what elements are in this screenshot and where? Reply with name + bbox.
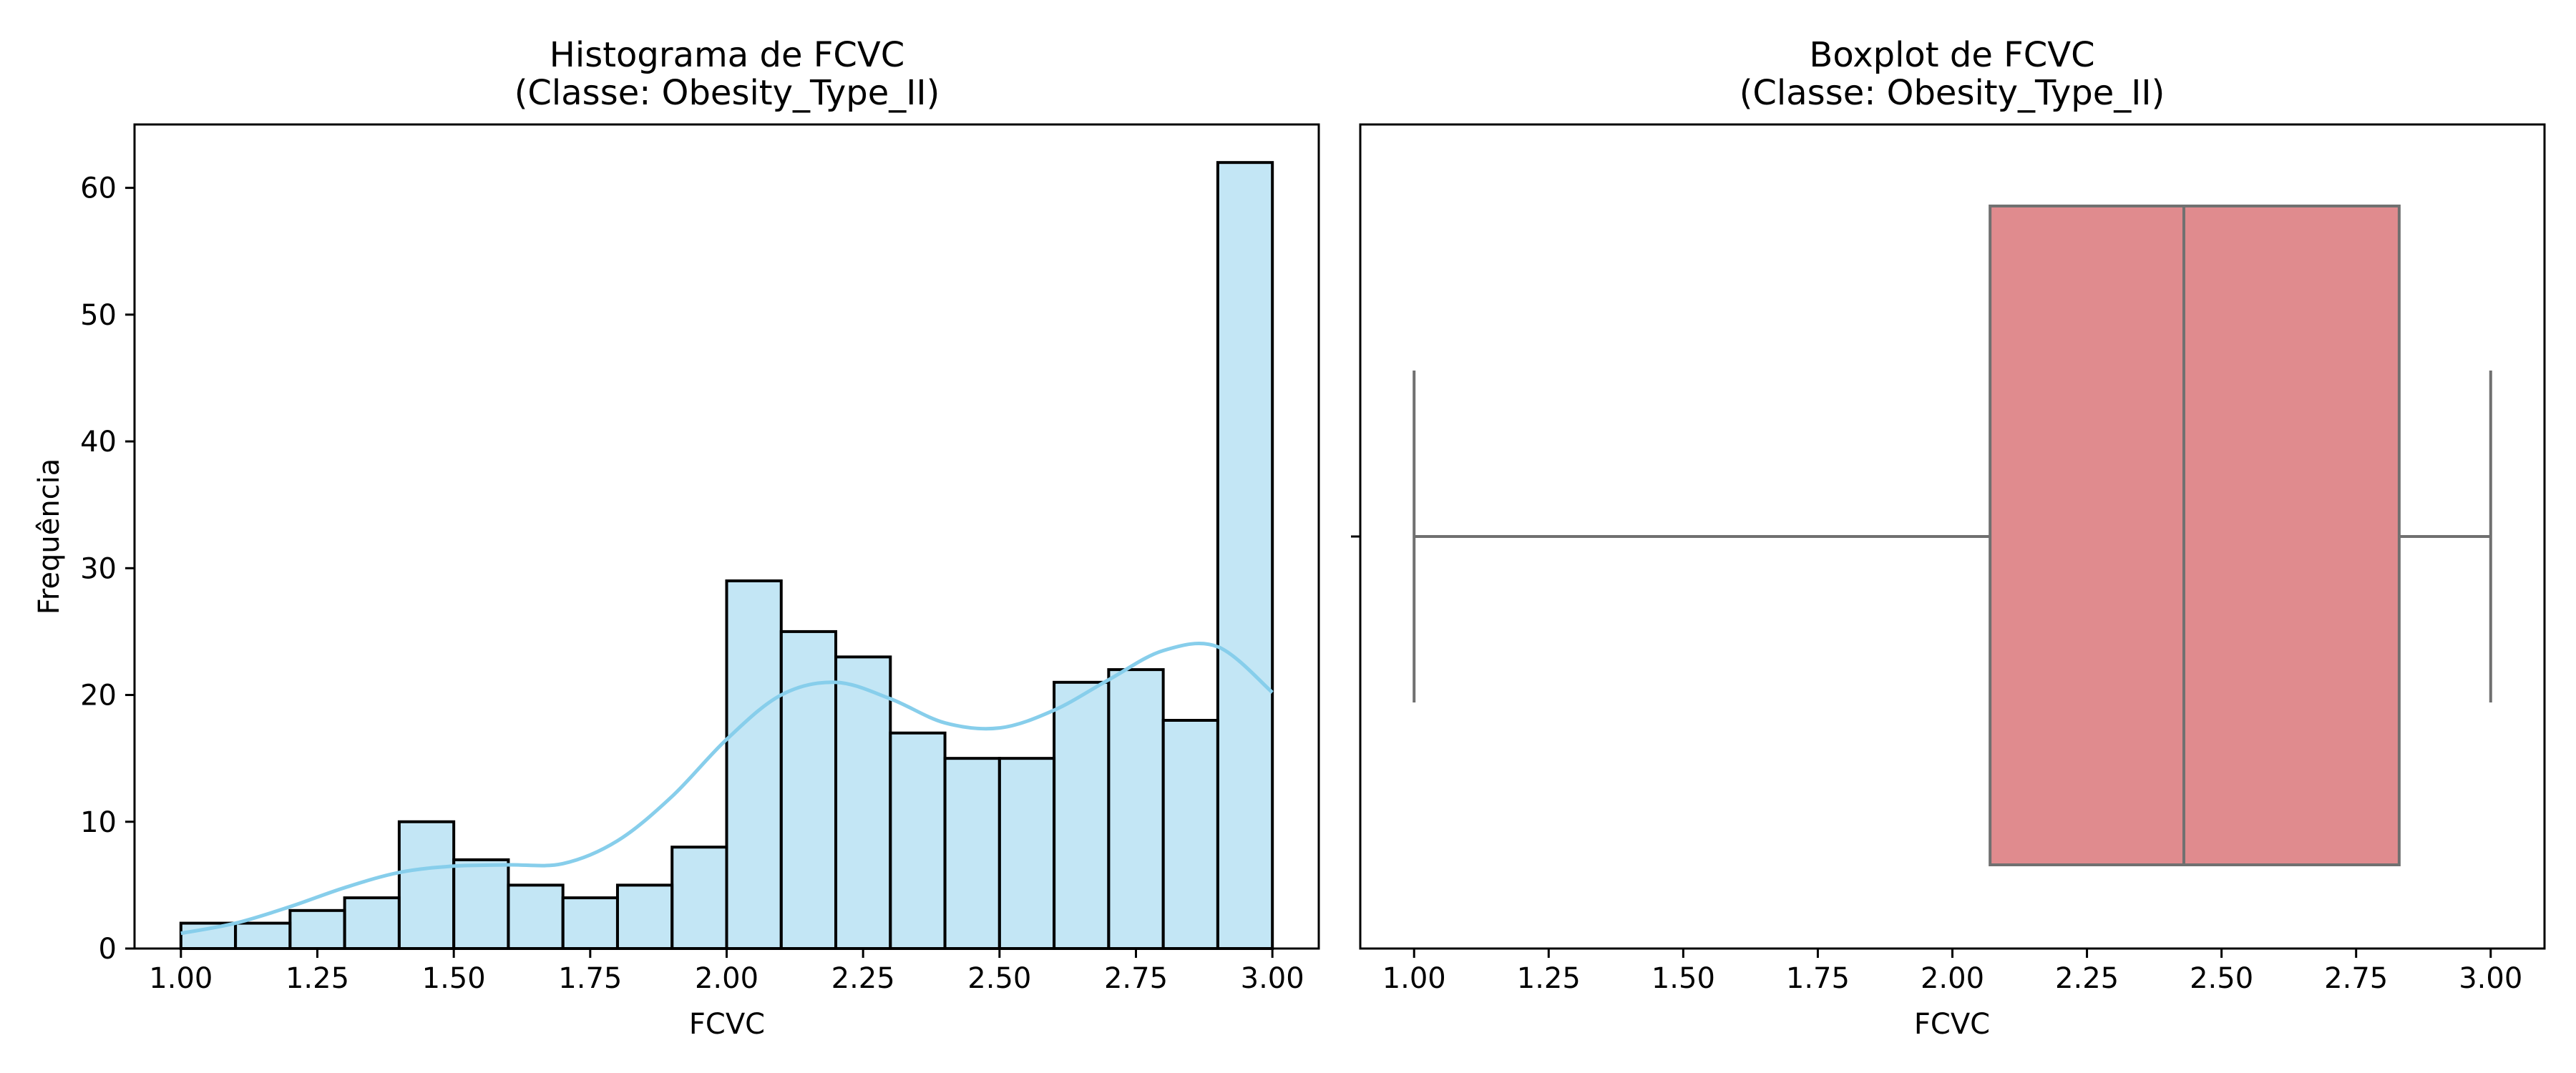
histogram-bar bbox=[397, 820, 456, 951]
boxplot-x-tick-label: 2.50 bbox=[2190, 962, 2253, 995]
boxplot-x-tick-label: 1.25 bbox=[1517, 962, 1581, 995]
histogram-x-tick-label: 1.75 bbox=[558, 962, 622, 995]
histogram-bar bbox=[1053, 680, 1111, 950]
histogram-x-tick-label: 2.00 bbox=[695, 962, 758, 995]
histogram-bar bbox=[779, 629, 838, 951]
histogram-y-tick-label: 20 bbox=[80, 680, 117, 712]
histogram-y-tick-label: 40 bbox=[80, 426, 117, 459]
histogram-x-tick-label: 2.50 bbox=[967, 962, 1031, 995]
histogram-bar bbox=[997, 757, 1056, 950]
histogram-bar bbox=[615, 883, 674, 951]
histogram-bar bbox=[234, 921, 292, 950]
histogram-bar bbox=[507, 883, 565, 951]
histogram-bar bbox=[834, 655, 892, 950]
boxplot-title-line1: Boxplot de FCVC bbox=[1809, 35, 2094, 75]
boxplot-x-tick-label: 2.25 bbox=[2055, 962, 2119, 995]
histogram-title-line2: (Classe: Obesity_Type_II) bbox=[514, 73, 940, 113]
histogram-x-tick-label: 1.50 bbox=[422, 962, 486, 995]
histogram-bars bbox=[179, 161, 1274, 951]
boxplot-x-tick-label: 2.75 bbox=[2324, 962, 2388, 995]
histogram-bar bbox=[561, 896, 619, 950]
histogram-bar bbox=[725, 579, 783, 950]
histogram-x-tick-label: 2.25 bbox=[831, 962, 895, 995]
histogram-bar bbox=[1216, 161, 1274, 951]
histogram-x-tick-label: 1.25 bbox=[286, 962, 349, 995]
histogram-y-tick-label: 30 bbox=[80, 552, 117, 585]
histogram-bar bbox=[1161, 718, 1219, 950]
histogram-x-tick-label: 2.75 bbox=[1104, 962, 1168, 995]
boxplot-x-ticks: 1.00 1.25 1.50 1.75 2.00 2.25 2.50 2.75 3.00 bbox=[1382, 949, 2522, 995]
histogram-chart: Histograma de FCVC (Classe: Obesity_Type… bbox=[33, 35, 1320, 1041]
boxplot-x-axis-label: FCVC bbox=[1914, 1008, 1990, 1041]
boxplot-x-tick-label: 1.00 bbox=[1382, 962, 1446, 995]
histogram-bar bbox=[889, 731, 947, 950]
histogram-y-tick-label: 0 bbox=[99, 933, 117, 966]
histogram-bar bbox=[1107, 668, 1165, 950]
boxplot-x-tick-label: 2.00 bbox=[1921, 962, 1984, 995]
histogram-y-tick-label: 10 bbox=[80, 806, 117, 839]
histogram-x-tick-label: 3.00 bbox=[1241, 962, 1304, 995]
histogram-bar bbox=[343, 896, 401, 950]
histogram-bar bbox=[452, 858, 510, 951]
histogram-x-ticks: 1.00 1.25 1.50 1.75 2.00 2.25 2.50 2.75 3.00 bbox=[149, 949, 1304, 995]
histogram-y-tick-label: 60 bbox=[80, 172, 117, 205]
histogram-x-tick-label: 1.00 bbox=[149, 962, 213, 995]
histogram-y-tick-label: 50 bbox=[80, 299, 117, 332]
histogram-bar bbox=[943, 757, 1001, 950]
histogram-y-axis-label: Frequência bbox=[33, 459, 66, 615]
boxplot-title-line2: (Classe: Obesity_Type_II) bbox=[1740, 73, 2165, 113]
boxplot-x-tick-label: 3.00 bbox=[2459, 962, 2522, 995]
boxplot-box bbox=[1989, 205, 2401, 866]
histogram-x-axis-label: FCVC bbox=[689, 1008, 765, 1041]
boxplot-x-tick-label: 1.75 bbox=[1786, 962, 1850, 995]
histogram-bar bbox=[288, 908, 346, 951]
kde-curve bbox=[180, 642, 1274, 936]
boxplot-x-tick-label: 1.50 bbox=[1652, 962, 1715, 995]
histogram-title-line1: Histograma de FCVC bbox=[550, 35, 904, 75]
boxplot-marks bbox=[1413, 205, 2492, 866]
histogram-y-ticks: 0 10 20 30 40 50 60 bbox=[80, 172, 135, 966]
boxplot-chart: Boxplot de FCVC (Classe: Obesity_Type_II… bbox=[1351, 35, 2546, 1041]
histogram-bar bbox=[670, 846, 728, 950]
